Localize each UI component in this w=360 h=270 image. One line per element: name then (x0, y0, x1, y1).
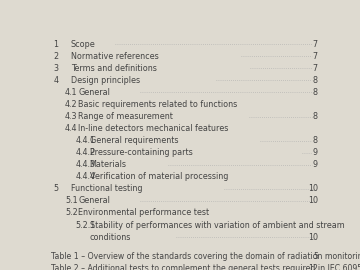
Text: Verification of material processing: Verification of material processing (90, 172, 228, 181)
Text: General: General (78, 88, 111, 97)
Text: Normative references: Normative references (71, 52, 158, 61)
Text: Pressure-containing parts: Pressure-containing parts (90, 148, 192, 157)
Text: 4.4.1: 4.4.1 (75, 136, 95, 145)
Text: 8: 8 (313, 112, 318, 121)
Text: 5.1: 5.1 (65, 197, 78, 205)
Text: General: General (78, 197, 111, 205)
Text: 4.4.3: 4.4.3 (75, 160, 95, 169)
Text: 7: 7 (313, 40, 318, 49)
Text: 7: 7 (313, 52, 318, 61)
Text: Range of measurement: Range of measurement (78, 112, 174, 121)
Text: 5.2.1: 5.2.1 (75, 221, 95, 229)
Text: 4.4: 4.4 (65, 124, 78, 133)
Text: Environmental performance test: Environmental performance test (78, 208, 210, 218)
Text: General requirements: General requirements (90, 136, 178, 145)
Text: 10: 10 (308, 197, 318, 205)
Text: 5: 5 (313, 252, 318, 261)
Text: Functional testing: Functional testing (71, 184, 142, 193)
Text: 3: 3 (53, 64, 58, 73)
Text: Scope: Scope (71, 40, 95, 49)
Text: 1: 1 (53, 40, 58, 49)
Text: 9: 9 (313, 148, 318, 157)
Text: 4: 4 (53, 76, 58, 85)
Text: 2: 2 (53, 52, 58, 61)
Text: 12: 12 (308, 264, 318, 270)
Text: 4.2: 4.2 (65, 100, 78, 109)
Text: 8: 8 (313, 88, 318, 97)
Text: 4.4.2: 4.4.2 (75, 148, 95, 157)
Text: Table 1 – Overview of the standards covering the domain of radiation monitoring: Table 1 – Overview of the standards cove… (51, 252, 360, 261)
Text: 4.3: 4.3 (65, 112, 78, 121)
Text: 10: 10 (308, 233, 318, 242)
Text: Stability of performances with variation of ambient and stream: Stability of performances with variation… (90, 221, 345, 229)
Text: Design principles: Design principles (71, 76, 140, 85)
Text: 7: 7 (313, 64, 318, 73)
Text: Materials: Materials (90, 160, 127, 169)
Text: Basic requirements related to functions: Basic requirements related to functions (78, 100, 238, 109)
Text: In-line detectors mechanical features: In-line detectors mechanical features (78, 124, 229, 133)
Text: 10: 10 (308, 184, 318, 193)
Text: conditions: conditions (90, 233, 131, 242)
Text: 4.1: 4.1 (65, 88, 78, 97)
Text: 4.4.4: 4.4.4 (75, 172, 95, 181)
Text: Table 2 – Additional tests to complement the general tests required in IEC 60951: Table 2 – Additional tests to complement… (51, 264, 360, 270)
Text: 5.2: 5.2 (65, 208, 78, 218)
Text: 8: 8 (313, 136, 318, 145)
Text: 9: 9 (313, 160, 318, 169)
Text: 8: 8 (313, 76, 318, 85)
Text: Terms and definitions: Terms and definitions (71, 64, 157, 73)
Text: 5: 5 (53, 184, 58, 193)
